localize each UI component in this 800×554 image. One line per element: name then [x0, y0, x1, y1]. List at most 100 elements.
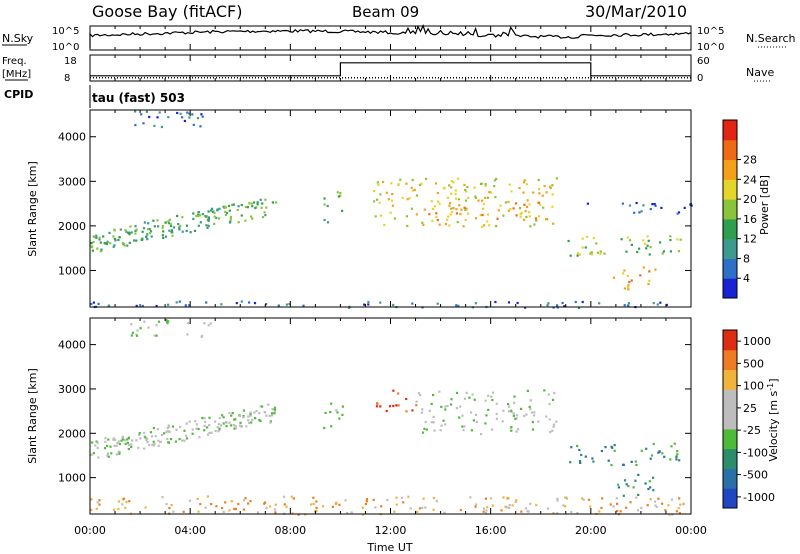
velocity-cell	[564, 496, 567, 499]
velocity-cell	[435, 500, 438, 503]
velocity-cell	[432, 508, 435, 511]
power-cell	[577, 306, 581, 310]
velocity-cell	[265, 507, 268, 510]
velocity-cell	[217, 430, 220, 433]
power-ytick-label: 3000	[58, 175, 86, 188]
cpid-label: CPID	[4, 88, 33, 101]
power-cell	[146, 228, 150, 231]
velocity-cell	[203, 424, 206, 427]
power-cell	[454, 189, 457, 192]
velocity-cell	[198, 436, 201, 439]
velocity-cell	[525, 413, 528, 416]
power-cell	[90, 242, 93, 245]
power-cell	[231, 203, 234, 206]
velocity-cell	[152, 444, 155, 447]
velocity-colorbar-tick-label: 1000	[743, 335, 771, 348]
velocity-cell	[285, 505, 288, 508]
velocity-cell	[242, 415, 245, 418]
power-cell	[197, 224, 200, 227]
velocity-cell	[581, 497, 584, 500]
power-cell	[653, 203, 656, 206]
velocity-cell	[635, 496, 638, 499]
velocity-cell	[274, 409, 277, 412]
power-cell	[251, 205, 254, 208]
power-cell	[477, 199, 480, 202]
velocity-cell	[444, 423, 447, 426]
velocity-cell	[491, 428, 494, 431]
velocity-cell	[589, 505, 592, 508]
power-cell	[326, 204, 329, 208]
power-cell	[623, 269, 626, 272]
power-cell	[638, 247, 641, 250]
power-cell	[112, 235, 115, 238]
velocity-cell	[531, 421, 534, 424]
power-cell	[603, 252, 606, 255]
velocity-cell	[269, 505, 272, 508]
velocity-cell	[148, 443, 151, 447]
power-cell	[379, 301, 382, 304]
power-cell	[382, 180, 385, 184]
power-cell	[628, 204, 632, 207]
power-cell	[250, 215, 253, 218]
power-cell	[512, 207, 515, 210]
power-cell	[405, 182, 408, 185]
power-cell	[224, 213, 228, 217]
velocity-cell	[364, 503, 367, 506]
power-cell	[197, 215, 200, 218]
power-cell	[539, 203, 542, 206]
power-cell	[589, 252, 592, 255]
power-cell	[639, 274, 642, 277]
velocity-cell	[579, 461, 582, 464]
power-cell	[481, 213, 484, 217]
power-cell	[480, 182, 483, 185]
power-cell	[146, 238, 149, 241]
power-cell	[288, 302, 291, 306]
velocity-cell	[528, 405, 531, 408]
velocity-cell	[397, 404, 400, 407]
velocity-cell	[122, 497, 126, 500]
power-cell	[405, 215, 408, 218]
power-colorbar-segment	[723, 199, 737, 220]
power-cell	[495, 225, 498, 228]
power-cell	[397, 183, 400, 186]
velocity-cell	[124, 442, 127, 445]
velocity-cell	[677, 507, 680, 510]
velocity-cell	[96, 501, 99, 504]
velocity-cell	[265, 414, 268, 417]
power-cell	[232, 203, 235, 206]
velocity-cell	[249, 414, 252, 417]
power-cell	[494, 196, 497, 199]
power-cell	[522, 191, 525, 194]
velocity-cell	[90, 498, 93, 501]
power-colorbar-segment	[723, 218, 737, 240]
velocity-ytick-label: 2000	[58, 427, 86, 440]
velocity-cell	[613, 444, 616, 447]
velocity-cell	[675, 510, 678, 513]
velocity-cell	[459, 509, 462, 512]
velocity-cell	[635, 463, 638, 467]
velocity-cell	[670, 445, 673, 448]
power-cell	[192, 217, 195, 220]
velocity-cell	[152, 426, 155, 430]
power-cell	[183, 119, 186, 123]
velocity-cell	[232, 424, 235, 427]
velocity-cell	[118, 452, 121, 455]
velocity-cell	[214, 420, 217, 423]
velocity-colorbar-segment	[723, 330, 737, 351]
velocity-cell	[545, 415, 548, 418]
velocity-cell	[400, 496, 403, 499]
velocity-cell	[127, 437, 130, 440]
velocity-cell	[143, 320, 146, 323]
velocity-cell	[121, 438, 125, 441]
velocity-colorbar-tick-label: 500	[743, 357, 764, 370]
power-cell	[162, 230, 165, 233]
velocity-cell	[221, 414, 224, 417]
power-cell	[271, 201, 274, 204]
power-cell	[192, 212, 195, 215]
power-cell	[149, 230, 153, 233]
velocity-cell	[156, 428, 160, 431]
power-cell	[259, 198, 262, 201]
power-cell	[118, 236, 121, 239]
velocity-cell	[443, 511, 446, 514]
velocity-cell	[273, 406, 277, 409]
